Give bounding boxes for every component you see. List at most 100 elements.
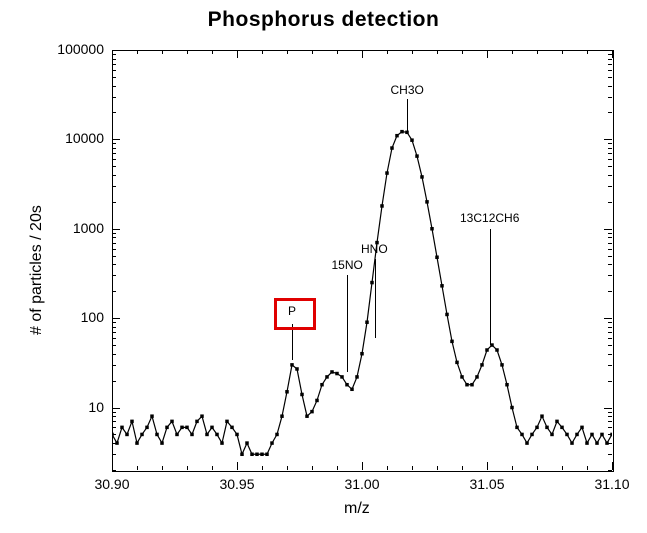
data-marker bbox=[285, 390, 289, 394]
y-minor-tick bbox=[112, 148, 116, 149]
y-minor-tick bbox=[608, 143, 612, 144]
data-marker bbox=[530, 433, 534, 437]
y-minor-tick bbox=[608, 291, 612, 292]
data-marker bbox=[280, 414, 284, 418]
data-marker bbox=[460, 375, 464, 379]
data-marker bbox=[495, 348, 499, 352]
data-marker bbox=[465, 383, 469, 387]
data-marker bbox=[515, 426, 519, 430]
peak-label-13c12ch6: 13C12CH6 bbox=[460, 211, 519, 225]
x-minor-tick bbox=[587, 466, 588, 470]
x-minor-tick bbox=[187, 466, 188, 470]
y-minor-tick bbox=[608, 427, 612, 428]
y-minor-tick bbox=[112, 338, 116, 339]
y-tick bbox=[604, 229, 612, 230]
x-minor-tick bbox=[412, 50, 413, 54]
y-minor-tick bbox=[112, 381, 116, 382]
y-minor-tick bbox=[112, 354, 116, 355]
data-marker bbox=[525, 441, 529, 445]
y-minor-tick bbox=[608, 470, 612, 471]
x-minor-tick bbox=[162, 466, 163, 470]
y-minor-tick bbox=[608, 148, 612, 149]
y-tick bbox=[112, 50, 120, 51]
x-minor-tick bbox=[137, 466, 138, 470]
x-minor-tick bbox=[162, 50, 163, 54]
x-minor-tick bbox=[562, 466, 563, 470]
data-marker bbox=[485, 348, 489, 352]
data-marker bbox=[225, 420, 229, 424]
data-marker bbox=[350, 388, 354, 392]
y-minor-tick bbox=[112, 166, 116, 167]
y-minor-tick bbox=[608, 381, 612, 382]
data-marker bbox=[595, 441, 599, 445]
peak-label-15no: 15NO bbox=[332, 258, 363, 272]
y-minor-tick bbox=[112, 249, 116, 250]
spectrum-line bbox=[0, 0, 647, 533]
x-tick-label: 31.10 bbox=[587, 476, 637, 492]
y-minor-tick bbox=[608, 434, 612, 435]
data-marker bbox=[145, 426, 149, 430]
data-marker bbox=[500, 363, 504, 367]
y-minor-tick bbox=[112, 159, 116, 160]
y-minor-tick bbox=[112, 243, 116, 244]
data-marker bbox=[295, 367, 299, 371]
data-marker bbox=[140, 433, 144, 437]
x-tick bbox=[237, 50, 238, 58]
y-minor-tick bbox=[112, 64, 116, 65]
y-minor-tick bbox=[608, 233, 612, 234]
y-minor-tick bbox=[112, 202, 116, 203]
y-minor-tick bbox=[112, 175, 116, 176]
y-minor-tick bbox=[112, 97, 116, 98]
y-minor-tick bbox=[112, 365, 116, 366]
data-marker bbox=[425, 200, 429, 204]
data-marker bbox=[180, 426, 184, 430]
data-marker bbox=[300, 393, 304, 397]
y-minor-tick bbox=[608, 175, 612, 176]
y-minor-tick bbox=[608, 275, 612, 276]
x-tick-label: 31.00 bbox=[337, 476, 387, 492]
y-tick-label: 10000 bbox=[44, 130, 104, 146]
x-tick bbox=[362, 50, 363, 58]
data-marker bbox=[510, 406, 514, 410]
y-minor-tick bbox=[112, 412, 116, 413]
y-tick-label: 1000 bbox=[44, 220, 104, 236]
y-minor-tick bbox=[608, 338, 612, 339]
data-marker bbox=[470, 383, 474, 387]
data-marker bbox=[310, 410, 314, 414]
data-marker bbox=[130, 420, 134, 424]
data-marker bbox=[535, 426, 539, 430]
y-minor-tick bbox=[608, 454, 612, 455]
y-minor-tick bbox=[608, 237, 612, 238]
y-tick bbox=[604, 139, 612, 140]
peak-label-hno: HNO bbox=[361, 242, 388, 256]
y-minor-tick bbox=[608, 59, 612, 60]
y-tick-label: 10 bbox=[44, 399, 104, 415]
x-minor-tick bbox=[512, 466, 513, 470]
x-minor-tick bbox=[437, 50, 438, 54]
y-minor-tick bbox=[112, 332, 116, 333]
x-minor-tick bbox=[512, 50, 513, 54]
y-tick bbox=[112, 408, 120, 409]
y-minor-tick bbox=[112, 186, 116, 187]
y-minor-tick bbox=[608, 153, 612, 154]
data-marker bbox=[260, 453, 264, 457]
data-marker bbox=[235, 433, 239, 437]
y-minor-tick bbox=[608, 249, 612, 250]
y-minor-tick bbox=[608, 327, 612, 328]
data-marker bbox=[415, 154, 419, 158]
y-minor-tick bbox=[608, 112, 612, 113]
data-marker bbox=[120, 426, 124, 430]
data-marker bbox=[265, 453, 269, 457]
data-marker bbox=[490, 343, 494, 347]
x-tick bbox=[237, 462, 238, 470]
data-marker bbox=[565, 433, 569, 437]
data-marker bbox=[395, 134, 399, 138]
data-marker bbox=[370, 281, 374, 285]
y-minor-tick bbox=[608, 412, 612, 413]
x-tick-label: 31.05 bbox=[462, 476, 512, 492]
peak-indicator-line bbox=[347, 275, 348, 371]
data-marker bbox=[255, 453, 259, 457]
data-marker bbox=[555, 420, 559, 424]
y-tick bbox=[112, 229, 120, 230]
x-minor-tick bbox=[537, 50, 538, 54]
